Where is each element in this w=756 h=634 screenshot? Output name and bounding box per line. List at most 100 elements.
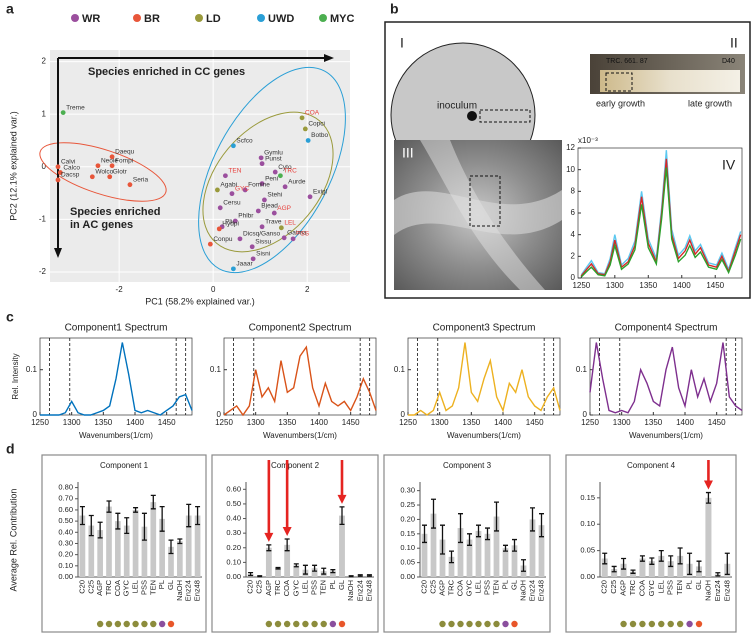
- y-tick-label: 0.40: [58, 527, 73, 536]
- category-marker: [283, 620, 291, 628]
- hypha: [420, 140, 545, 290]
- bar: [667, 561, 674, 577]
- x-axis-label: Wavenumbers(1/cm): [263, 431, 337, 440]
- x-tick-label: -2: [116, 285, 124, 294]
- y-tick-label: 0.10: [226, 557, 241, 566]
- x-tick-label: AGP: [264, 580, 273, 596]
- x-tick-label: TEN: [675, 580, 684, 595]
- bar: [611, 569, 618, 577]
- y-tick-label: 6: [571, 208, 576, 217]
- x-axis-label: Wavenumbers(1/cm): [79, 431, 153, 440]
- x-tick-label: NaOH: [346, 580, 355, 601]
- point: [250, 256, 256, 262]
- y-tick-label: 0.10: [400, 543, 415, 552]
- x-tick-label: 1350: [278, 418, 296, 427]
- legend-label: UWD: [268, 13, 294, 25]
- x-tick-label: Enz48: [722, 580, 731, 601]
- x-tick-label: LEL: [300, 580, 309, 593]
- x-tick-label: PL: [157, 580, 166, 589]
- point-label: Neole: [101, 157, 118, 164]
- sample-region: [479, 109, 531, 123]
- ellipse: [39, 142, 167, 202]
- x-tick-label: PSS: [310, 580, 319, 595]
- error-bar: [150, 494, 156, 510]
- chart-title: Component 2: [271, 461, 320, 470]
- y-tick-label: 0.05: [580, 546, 595, 555]
- y-tick-label: 4: [571, 230, 576, 239]
- point-label: GYC: [235, 185, 249, 192]
- point-label: Trave: [265, 218, 282, 225]
- error-bar: [88, 514, 94, 537]
- bar: [475, 530, 482, 577]
- point-label: Cyto: [278, 164, 292, 171]
- point: [55, 164, 61, 170]
- point-label: Punst: [265, 155, 282, 162]
- x-tick-label: TRC: [628, 579, 637, 595]
- y-tick-label: 2: [42, 57, 47, 66]
- point-label: Sissu: [255, 238, 271, 245]
- x-axis-label: PC1 (58.2% explained var.): [145, 296, 255, 306]
- x-tick-label: NaOH: [703, 580, 712, 601]
- arrowhead: [337, 494, 347, 504]
- error-bar: [630, 569, 636, 574]
- error-bar: [512, 538, 517, 552]
- y-tick-label: 1: [42, 109, 47, 118]
- point-label: Jaaar: [236, 261, 253, 268]
- error-bar: [431, 498, 436, 529]
- spectrum-line: [580, 158, 742, 277]
- error-bar: [705, 491, 711, 504]
- x-tick-label: C20: [77, 580, 86, 594]
- point: [89, 174, 95, 180]
- x-tick-label: 0: [211, 285, 216, 294]
- chart-title: Component1 Spectrum: [65, 323, 168, 334]
- bar: [493, 516, 500, 577]
- y-tick-label: 0: [401, 410, 406, 419]
- error-bar: [440, 524, 445, 555]
- point: [307, 194, 313, 200]
- inoculum-label: inoculum: [437, 101, 477, 112]
- x-tick-label: GYC: [464, 579, 473, 596]
- error-bar: [348, 575, 354, 578]
- y-tick-label: 0: [583, 410, 588, 419]
- error-bar: [321, 567, 327, 575]
- y-tick-label: 0.1: [210, 365, 222, 374]
- legend-label: MYC: [330, 13, 355, 25]
- point-label: Bjead: [261, 203, 278, 210]
- x-tick-label: 1300: [613, 418, 631, 427]
- category-marker: [167, 620, 175, 628]
- point: [237, 236, 243, 242]
- category-marker: [639, 620, 646, 628]
- point: [55, 177, 61, 183]
- chart-title: Component4 Spectrum: [615, 323, 718, 334]
- spectrum-line: [408, 342, 561, 416]
- point-label: Agabi: [220, 182, 237, 189]
- y-tick-label: 0.70: [58, 494, 73, 503]
- error-bar: [195, 505, 201, 526]
- point: [57, 170, 63, 175]
- point-label: Peni: [265, 175, 278, 182]
- x-tick-label: C25: [428, 580, 437, 594]
- x-tick-label: Enz48: [536, 580, 545, 601]
- error-bar: [602, 552, 608, 565]
- point: [95, 163, 101, 169]
- error-bar: [458, 513, 463, 544]
- annotation: Species enriched: [70, 206, 161, 218]
- x-tick-label: NaOH: [518, 580, 527, 601]
- category-marker: [686, 620, 693, 628]
- panel-label: b: [390, 1, 399, 17]
- point-label: Gymlu: [264, 150, 283, 157]
- category-marker: [302, 620, 309, 628]
- x-tick-label: 1350: [462, 418, 480, 427]
- point: [229, 191, 235, 197]
- category-marker: [274, 620, 282, 628]
- x-tick-label: COA: [282, 580, 291, 596]
- y-scale-label: x10⁻³: [578, 136, 598, 145]
- point: [272, 169, 278, 175]
- error-bar: [724, 552, 730, 576]
- bar: [705, 497, 712, 577]
- legend-label: BR: [144, 13, 160, 25]
- category-marker: [96, 620, 104, 628]
- x-tick-label: 1450: [158, 418, 176, 427]
- point-label: Aurde: [288, 178, 306, 185]
- x-tick-label: Enz24: [527, 580, 536, 601]
